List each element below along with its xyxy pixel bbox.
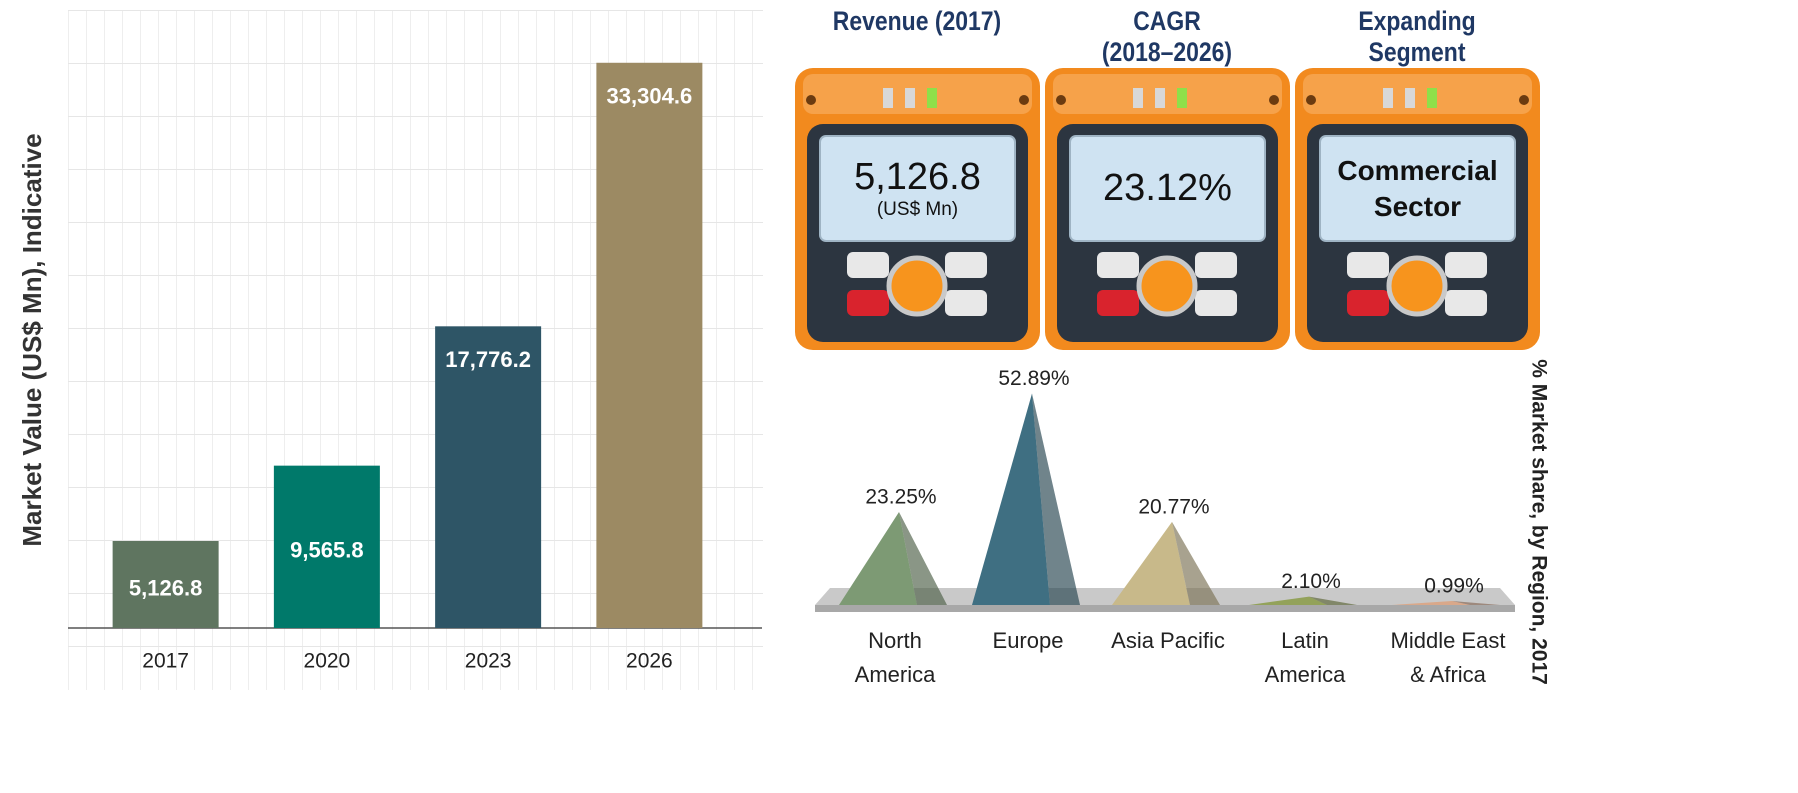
led [1155, 88, 1165, 108]
knob [1386, 255, 1448, 317]
pyramid [972, 393, 1080, 605]
screw [1306, 95, 1316, 105]
y-axis-label: Market Value (US$ Mn), Indicative [17, 133, 47, 546]
screen-value: 23.12% [1103, 167, 1232, 209]
pyramid-front [1249, 596, 1327, 605]
panel-title: Expanding Segment [1358, 6, 1476, 67]
knob [1136, 255, 1198, 317]
button [1445, 290, 1487, 316]
bar [112, 540, 219, 628]
pyramid-side [1032, 393, 1080, 605]
value-label: 0.99% [1424, 575, 1484, 598]
value-label: 17,776.2 [445, 347, 531, 372]
platform-edge [815, 605, 1515, 612]
pyramid-shade [1452, 601, 1500, 605]
x-tick-label: 2017 [142, 650, 189, 673]
pyramid-front [972, 393, 1050, 605]
x-tick-label: 2023 [465, 650, 512, 673]
button [945, 252, 987, 278]
value-label: 2.10% [1281, 570, 1341, 593]
button [1445, 252, 1487, 278]
button [1097, 252, 1139, 278]
device-top [1303, 74, 1532, 114]
pyramid [1112, 521, 1220, 605]
pyramid-side [1452, 601, 1500, 605]
panel-title: CAGR (2018–2026) [1101, 6, 1233, 67]
button [1347, 252, 1389, 278]
pyramid-shade [899, 512, 947, 605]
pyramid-side [899, 512, 947, 605]
pyramid-shade [1032, 393, 1080, 605]
x-tick-label: North America [854, 628, 936, 687]
value-label: 33,304.6 [607, 84, 693, 109]
bar [435, 326, 542, 628]
bar [596, 62, 703, 628]
led [905, 88, 915, 108]
button [945, 290, 987, 316]
screw [806, 95, 816, 105]
led [1383, 88, 1393, 108]
button [1195, 290, 1237, 316]
led [883, 88, 893, 108]
value-label: 9,565.8 [290, 538, 363, 563]
pyramid-side [1309, 596, 1357, 605]
screw [1056, 95, 1066, 105]
button [1195, 252, 1237, 278]
pyramid-front [839, 512, 917, 605]
value-label: 20.77% [1138, 495, 1209, 518]
led [1177, 88, 1187, 108]
screen [1069, 135, 1266, 242]
knob [886, 255, 948, 317]
screw [1019, 95, 1029, 105]
screen-unit: (US$ Mn) [876, 199, 959, 220]
led [927, 88, 937, 108]
value-label: 5,126.8 [129, 575, 202, 600]
x-tick-label: Middle East & Africa [1390, 628, 1506, 687]
pyramid-shade [1309, 596, 1357, 605]
led [1427, 88, 1437, 108]
button [1097, 290, 1139, 316]
pyramid [839, 512, 947, 605]
pyramid [1392, 601, 1500, 605]
screen-text: 23.12% [1072, 138, 1263, 239]
led [1133, 88, 1143, 108]
screw [1269, 95, 1279, 105]
button [1347, 290, 1389, 316]
x-tick-label: Europe [992, 628, 1064, 653]
screen [819, 135, 1016, 242]
value-label: 52.89% [998, 367, 1069, 390]
x-tick-label: Latin America [1264, 628, 1346, 687]
panel-title: Revenue (2017) [832, 6, 1002, 36]
x-tick-label: Asia Pacific [1111, 628, 1225, 653]
screen-value: Commercial Sector [1337, 154, 1498, 222]
pyramid [1249, 596, 1357, 605]
screen-text: Commercial Sector [1322, 138, 1513, 239]
screen [1319, 135, 1516, 242]
pyramid-shade [1172, 521, 1220, 605]
bar [273, 465, 380, 628]
x-tick-label: 2026 [626, 650, 673, 673]
device-top [1053, 74, 1282, 114]
button [847, 290, 889, 316]
screen-text: 5,126.8 (US$ Mn) [822, 138, 1013, 239]
led [1405, 88, 1415, 108]
pyramid-front [1392, 601, 1470, 605]
x-tick-label: 2020 [304, 650, 351, 673]
value-label: 23.25% [865, 486, 936, 509]
y-axis-label: % Market share, by Region, 2017 [1527, 359, 1550, 685]
button [847, 252, 889, 278]
screen-value: 5,126.8 [854, 156, 981, 198]
pyramid-front [1112, 521, 1190, 605]
device-top [803, 74, 1032, 114]
pyramid-side [1172, 521, 1220, 605]
screw [1519, 95, 1529, 105]
